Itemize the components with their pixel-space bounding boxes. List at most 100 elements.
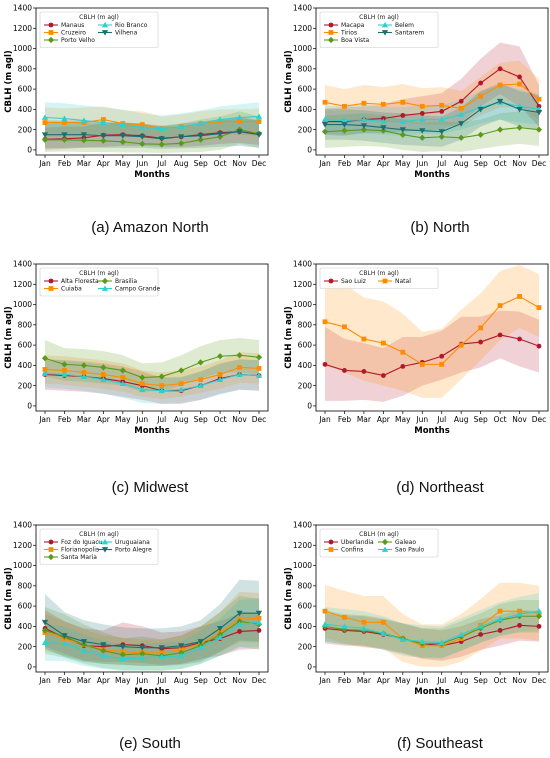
- point-rio-branco-apr: [100, 119, 107, 125]
- y-tick-label: 1000: [13, 44, 32, 53]
- chart-panel-b-north: 0 200 400 600 800 1000 1200 1400 Jan Feb Mar Apr May…: [284, 4, 549, 236]
- y-tick-label: 400: [18, 361, 33, 370]
- series-line-cruzeiro: [45, 118, 259, 130]
- point-sao-paulo-mar: [360, 625, 368, 631]
- legend-label-alta-floresta: Alta Floresta: [61, 278, 99, 285]
- x-tick-label: Jan: [318, 415, 331, 424]
- point-foz-do-iguacu-nov: [237, 629, 242, 634]
- legend-marker-confins: [328, 547, 334, 552]
- legend-marker-florianopolis: [48, 547, 54, 552]
- y-tick-label: 400: [298, 622, 313, 631]
- point-cruzeiro-nov: [237, 119, 242, 124]
- point-natal-apr: [380, 340, 386, 346]
- point-rio-branco-oct: [216, 116, 224, 122]
- x-tick-label: Mar: [357, 676, 372, 685]
- y-tick-label: 0: [27, 402, 32, 411]
- point-porto-alegre-jan: [41, 619, 49, 626]
- x-tick-label: Jun: [415, 159, 428, 168]
- x-tick-label: Feb: [338, 676, 352, 685]
- point-confins-jan: [322, 608, 328, 614]
- x-tick-label: Jan: [38, 159, 51, 168]
- point-belem-may: [399, 118, 406, 124]
- point-confins-oct: [497, 608, 503, 614]
- point-santarem-nov: [516, 106, 523, 113]
- legend-title: CBLH (m agl): [359, 531, 399, 538]
- legend-marker-sao-paulo: [381, 546, 389, 552]
- y-tick-label: 1400: [13, 260, 32, 269]
- legend-box: [39, 528, 159, 565]
- point-boa-vista-nov: [516, 124, 523, 131]
- y-tick-label: 1400: [293, 260, 312, 269]
- point-brasilia-oct: [216, 353, 224, 360]
- x-tick-label: Oct: [214, 676, 227, 685]
- legend-marker-macapa: [328, 22, 334, 28]
- legend-marker-porto-velho: [47, 36, 55, 44]
- x-tick-label: Aug: [454, 159, 469, 168]
- legend-title: CBLH (m agl): [359, 14, 399, 21]
- band-tirios: [325, 60, 539, 127]
- point-rio-branco-mar: [80, 117, 88, 123]
- panel-caption: (e) South: [119, 735, 181, 752]
- plot-content: [41, 102, 263, 153]
- y-tick-label: 800: [298, 320, 313, 329]
- point-cuiaba-nov: [237, 365, 242, 370]
- legend-label-vilhena: Vilhena: [115, 30, 138, 37]
- panel-caption: (d) Northeast: [396, 479, 484, 496]
- point-campo-grande-feb: [61, 371, 68, 377]
- point-rio-branco-aug: [178, 123, 185, 130]
- point-cuiaba-oct: [217, 372, 223, 377]
- x-tick-label: May: [395, 676, 411, 685]
- x-tick-label: Sep: [474, 676, 488, 685]
- y-tick-label: 200: [298, 125, 313, 134]
- band-rio-branco: [45, 102, 259, 138]
- x-tick-label: May: [115, 415, 131, 424]
- band-confins: [325, 582, 539, 667]
- point-natal-jun: [419, 361, 425, 367]
- point-santa-maria-may: [119, 651, 126, 658]
- x-tick-label: Jul: [156, 159, 166, 168]
- point-campo-grande-may: [119, 380, 126, 387]
- point-natal-dec: [536, 305, 542, 310]
- point-vilhena-feb: [61, 132, 68, 138]
- y-axis-label: CBLH (m agl): [4, 567, 14, 630]
- legend-label-porto-velho: Porto Velho: [61, 37, 95, 44]
- x-axis-label: Months: [414, 687, 450, 697]
- x-axis-label: Months: [414, 426, 450, 436]
- y-tick-label: 400: [298, 105, 313, 114]
- x-tick-label: Nov: [512, 676, 527, 685]
- point-santarem-jun: [419, 128, 426, 134]
- legend-marker-alta-floresta: [48, 278, 54, 284]
- x-tick-label: Nov: [232, 676, 247, 685]
- series-line-natal: [324, 295, 540, 365]
- point-natal-sep: [478, 325, 484, 331]
- y-tick-label: 0: [27, 146, 32, 155]
- point-brasilia-dec: [255, 354, 263, 361]
- legend-title: CBLH (m agl): [79, 14, 119, 21]
- point-santarem-apr: [380, 125, 387, 131]
- y-axis-label: CBLH (m agl): [284, 567, 294, 630]
- point-natal-oct: [497, 303, 503, 308]
- point-brasilia-aug: [178, 367, 185, 374]
- point-uruguaiana-jan: [41, 639, 49, 645]
- x-tick-label: Mar: [357, 415, 372, 424]
- point-cuiaba-sep: [198, 377, 204, 382]
- x-tick-label: Jun: [415, 415, 428, 424]
- x-tick-label: Sep: [194, 676, 208, 685]
- point-natal-may: [400, 349, 406, 355]
- plot-content: [41, 579, 263, 671]
- legend: CBLH (m agl)Sao Luiz Natal: [319, 267, 439, 289]
- point-uruguaiana-jun: [139, 654, 146, 661]
- plot-content: [321, 42, 543, 152]
- point-rio-branco-feb: [61, 115, 68, 121]
- point-uruguaiana-feb: [61, 640, 68, 647]
- point-campo-grande-dec: [255, 372, 263, 378]
- x-tick-label: Feb: [58, 415, 72, 424]
- axes-frame: [315, 524, 549, 673]
- point-rio-branco-nov: [236, 114, 243, 120]
- legend-label-galeao: Galeao: [395, 539, 416, 546]
- x-tick-label: Jul: [436, 415, 446, 424]
- point-cuiaba-mar: [81, 370, 87, 375]
- y-tick-label: 0: [307, 663, 312, 672]
- band-santa-maria: [45, 595, 259, 671]
- legend-marker-galeao: [381, 538, 389, 546]
